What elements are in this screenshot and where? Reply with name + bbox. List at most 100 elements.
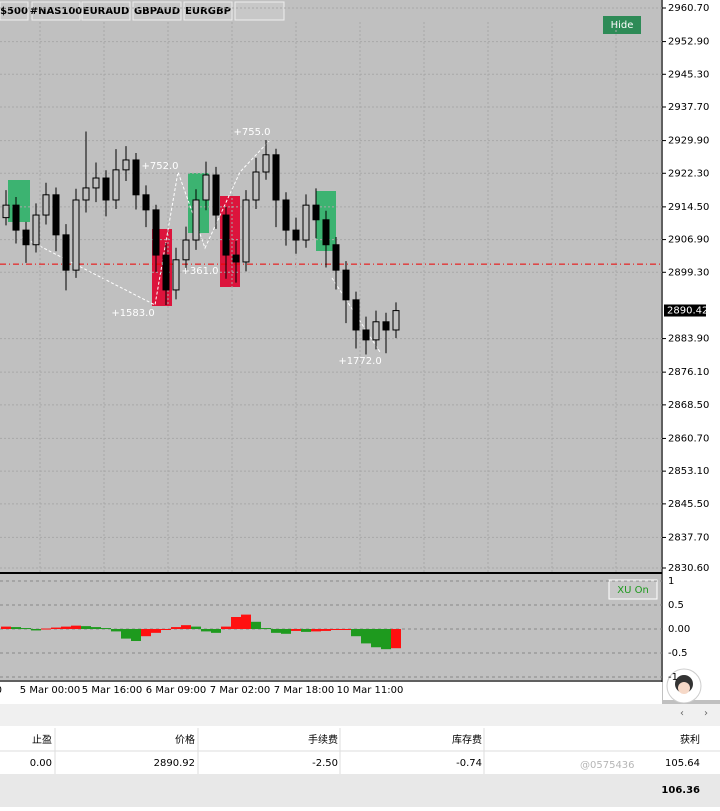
y-tick-label: -0.5 (668, 648, 688, 659)
y-tick-label: 2922.30 (668, 168, 709, 179)
y-tick-label: 2868.50 (668, 400, 709, 411)
y-tick-label: 2914.50 (668, 202, 709, 213)
candle-body (292, 229, 300, 241)
candle-body (192, 199, 200, 241)
candle-body (252, 171, 260, 201)
histogram-bar (281, 629, 291, 634)
y-tick-label: 2906.90 (668, 235, 709, 246)
tab[interactable] (132, 1, 182, 21)
tab-label[interactable]: GBPAUD (134, 6, 180, 17)
histogram-bar (221, 626, 231, 630)
histogram-bar (311, 629, 321, 632)
candle-body (42, 194, 50, 216)
histogram-bar (111, 629, 121, 632)
histogram-bar (251, 621, 261, 630)
watermark: @0575436 (580, 760, 635, 771)
trade-annotation: +1772.0 (338, 356, 381, 367)
y-tick-label: 2899.30 (668, 267, 709, 278)
candle-body (172, 259, 180, 291)
tab-label[interactable]: #NAS100 (30, 6, 83, 17)
tab[interactable] (31, 1, 81, 21)
candle-body (362, 329, 370, 341)
hide-button[interactable] (603, 16, 641, 34)
y-tick-label: 2837.70 (668, 532, 709, 543)
y-tick-label: 2937.70 (668, 102, 709, 113)
tab-label[interactable]: $500 (0, 6, 28, 17)
table (0, 726, 720, 774)
histogram-bar (181, 625, 191, 630)
histogram-bar (331, 629, 341, 631)
trade-annotation: +1583.0 (111, 308, 154, 319)
histogram-bar (171, 627, 181, 630)
hide-label[interactable]: Hide (611, 20, 634, 31)
histogram-bar (201, 629, 211, 632)
tab[interactable] (0, 1, 29, 21)
candle-body (312, 204, 320, 221)
histogram-bar (141, 629, 151, 637)
price-label-box (664, 304, 706, 317)
candle-body (352, 299, 360, 331)
avatar-skin (678, 682, 690, 694)
column-header: 价格 (175, 733, 195, 746)
candle-body (62, 234, 70, 271)
current-price-label: 2890.42 (667, 306, 708, 317)
candle-body (282, 199, 290, 231)
candle-body (262, 154, 270, 173)
indicator-button[interactable] (608, 579, 658, 600)
x-tick-label: 5 Mar 16:00 (82, 685, 142, 696)
price-axis (663, 0, 720, 700)
histogram-bar (351, 629, 361, 637)
y-tick-label: 2830.60 (668, 563, 709, 574)
scroll-strip (0, 704, 720, 726)
tab[interactable] (183, 1, 233, 21)
candle-body (152, 209, 160, 256)
histogram-bar (121, 629, 131, 639)
histogram-bar (51, 627, 61, 630)
cell: -2.50 (312, 758, 338, 769)
histogram-bar (371, 629, 381, 648)
tab (234, 1, 285, 21)
histogram-bar (81, 626, 91, 630)
tab-label[interactable]: EURAUD (83, 6, 130, 17)
time-axis (0, 682, 662, 704)
total: 106.36 (661, 785, 700, 796)
candle-body (72, 199, 80, 271)
scroll-right[interactable]: › (704, 708, 708, 719)
cell: 0.00 (30, 758, 52, 769)
cell: 2890.92 (154, 758, 195, 769)
total-row (0, 774, 720, 807)
column-header: 止盈 (32, 734, 52, 746)
cell: -0.74 (456, 758, 482, 769)
candle-body (372, 321, 380, 341)
histogram-bar (161, 629, 171, 631)
y-tick-label: 2960.70 (668, 3, 709, 14)
x-tick-label: 00 (0, 685, 2, 696)
candle-body (132, 159, 140, 196)
histogram-bar (211, 629, 221, 633)
trade-annotation: +752.0 (141, 161, 178, 172)
y-tick-label: 2945.30 (668, 69, 709, 80)
indicator-label[interactable]: XU On (617, 585, 649, 596)
candle-body (142, 194, 150, 211)
histogram-bar (191, 626, 201, 630)
candle-body (212, 174, 220, 216)
histogram-bar (21, 628, 31, 630)
tab[interactable] (81, 1, 131, 21)
histogram-bar (11, 627, 21, 630)
histogram-bar (381, 629, 391, 650)
candle-body (242, 199, 250, 263)
x-tick-label: 10 Mar 11:00 (337, 685, 404, 696)
histogram-bar (291, 629, 301, 631)
x-tick-label: 6 Mar 09:00 (146, 685, 206, 696)
tab-label[interactable]: EURGBP (185, 6, 231, 17)
histogram-bar (41, 628, 51, 630)
candle-body (22, 229, 30, 246)
col-lines (54, 728, 485, 774)
histogram-bar (131, 629, 141, 642)
x-tick-label: 7 Mar 18:00 (274, 685, 334, 696)
column-header: 库存费 (452, 733, 482, 746)
histogram-bar (91, 627, 101, 630)
y-tick-label: 0.5 (668, 600, 684, 611)
candle-body (82, 187, 90, 201)
scroll-left[interactable]: ‹ (680, 708, 684, 719)
